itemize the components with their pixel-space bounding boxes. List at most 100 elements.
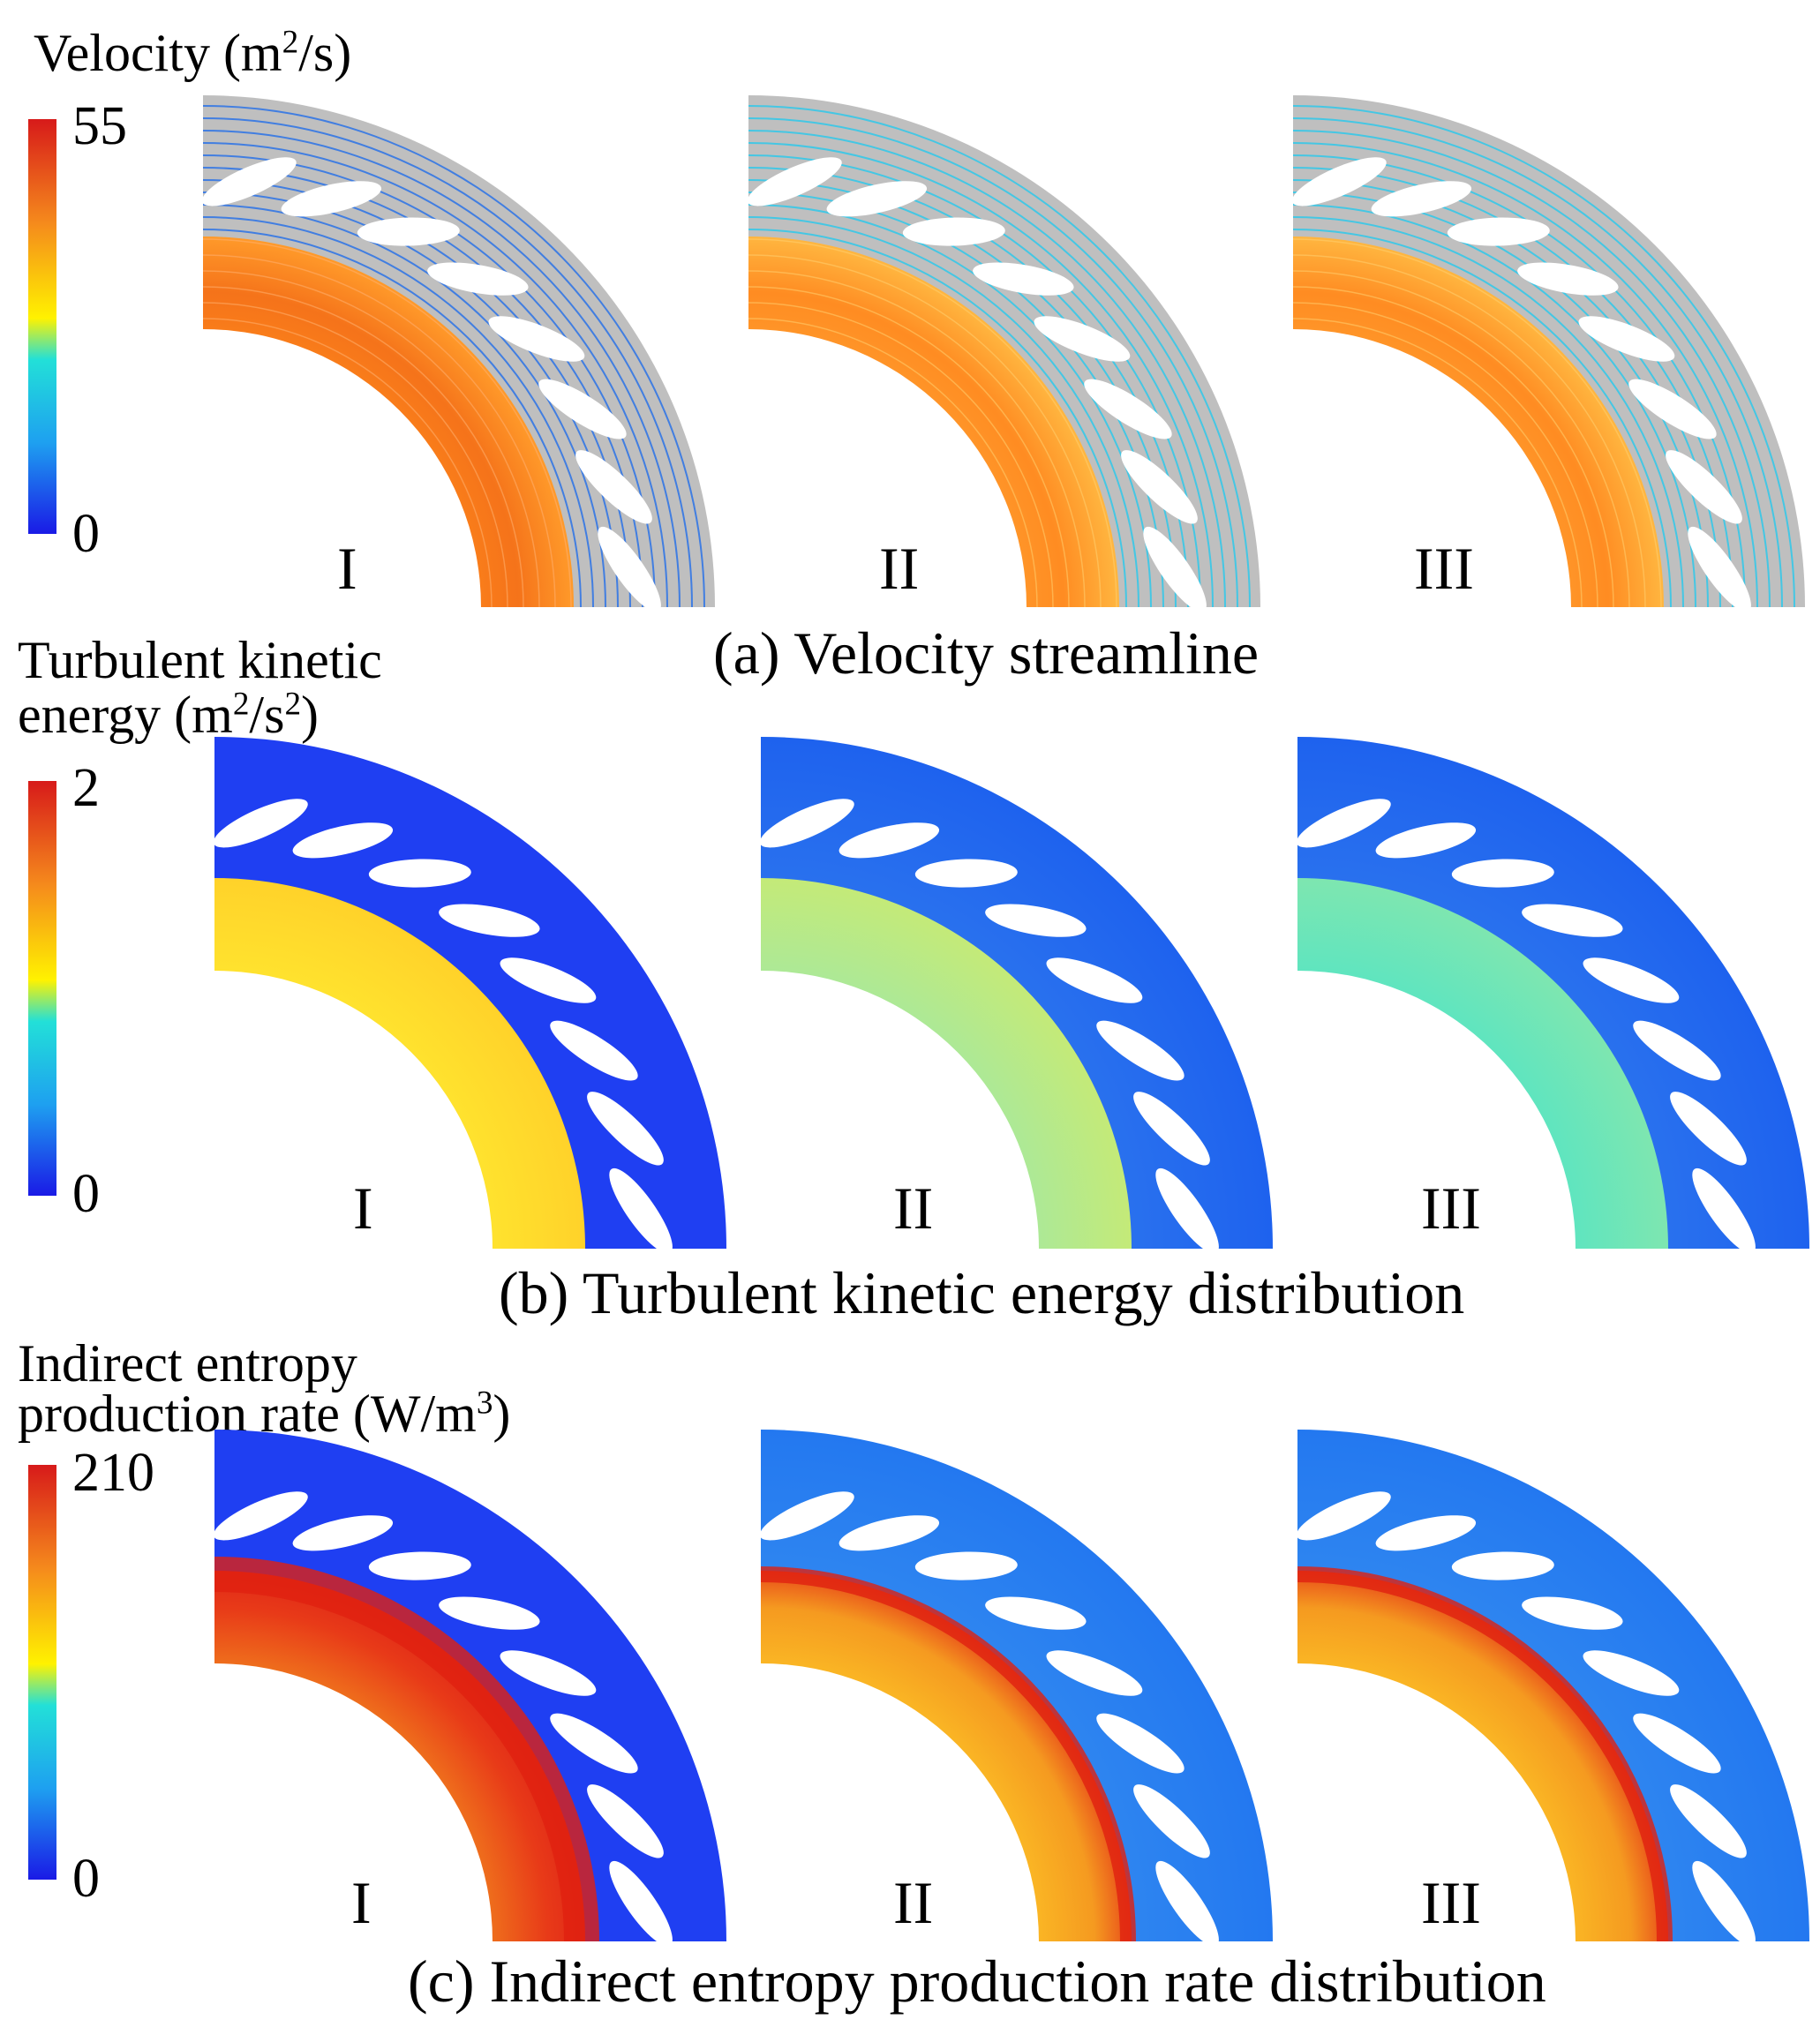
streamline (202, 302, 508, 608)
guide-vane (368, 1551, 471, 1580)
streamline (1292, 270, 1630, 608)
flow-ring (203, 236, 574, 607)
streamline (748, 302, 1054, 608)
vane-ring (748, 95, 1260, 607)
streamline (202, 130, 681, 608)
guide-vane (1628, 379, 1717, 439)
tke-min-label: 0 (72, 1164, 100, 1224)
streamline (748, 254, 1102, 608)
streamline (748, 318, 1038, 608)
guide-vane (427, 262, 529, 296)
vane-ring (1293, 95, 1805, 607)
guide-vane (292, 1515, 394, 1551)
guide-vane (826, 181, 928, 217)
guide-vane (1522, 1596, 1623, 1630)
guide-vane (914, 859, 1018, 888)
guide-vane (1096, 1713, 1185, 1774)
streamline (202, 318, 493, 608)
streamline (748, 105, 1251, 608)
hot-band (1297, 1566, 1673, 1942)
tke-unit-text: energy (m (18, 686, 233, 744)
streamline (748, 130, 1226, 608)
tke-panel-III-label: III (1421, 1175, 1481, 1242)
guide-vane (1692, 1167, 1756, 1254)
guide-vane (281, 181, 382, 217)
tke-colorbar-title-line2: energy (m2/s2) (18, 686, 320, 744)
streamline (1292, 130, 1771, 608)
entropy-unit-sup: 3 (476, 1385, 493, 1422)
tke-colorbar (28, 781, 56, 1196)
streamline (1292, 286, 1614, 608)
streamline (748, 270, 1086, 608)
streamline (202, 117, 693, 608)
streamline (1292, 142, 1758, 608)
tke-panel-II (759, 737, 1273, 1254)
guide-vane (902, 217, 1005, 246)
guide-vane (1451, 859, 1554, 888)
velocity-unit-tail: /s) (298, 24, 352, 82)
streamline (1292, 105, 1795, 608)
entropy-panel-II (759, 1430, 1273, 1947)
guide-vane (1096, 1020, 1185, 1081)
velocity-panel-II (747, 95, 1260, 612)
tke-max-label: 2 (72, 758, 100, 818)
flow-ring (761, 1571, 1132, 1941)
vane-ring (214, 1430, 726, 1941)
velocity-panel-I-label: I (337, 535, 357, 602)
streamline (202, 229, 582, 608)
streamline (202, 216, 594, 608)
vane-ring (203, 95, 715, 607)
flow-ring (748, 236, 1119, 607)
guide-vane (1692, 1860, 1756, 1947)
guide-vane (1046, 957, 1143, 1003)
hot-band (760, 1566, 1136, 1942)
guide-vane (1133, 1784, 1210, 1858)
velocity-panel-III (1291, 95, 1805, 612)
guide-vane (488, 316, 585, 362)
entropy-caption: (c) Indirect entropy production rate dis… (408, 1948, 1546, 2015)
guide-vane (1121, 450, 1198, 524)
guide-vane (1375, 1515, 1477, 1551)
streamline (748, 216, 1139, 608)
guide-vane (1143, 526, 1207, 612)
streamline (748, 142, 1214, 608)
flow-ring (761, 878, 1132, 1249)
entropy-panel-I-label: I (351, 1869, 372, 1936)
guide-vane (201, 157, 297, 206)
guide-vane (747, 157, 842, 206)
guide-vane (1046, 1650, 1143, 1696)
velocity-unit-sup: 2 (282, 24, 299, 61)
guide-vane (500, 957, 597, 1003)
guide-vane (575, 450, 652, 524)
streamline (202, 270, 540, 608)
streamline (202, 238, 572, 608)
guide-vane (609, 1167, 673, 1254)
velocity-colorbar-title: Velocity (m2/s) (34, 26, 351, 79)
guide-vane (759, 799, 854, 848)
guide-vane (439, 1596, 540, 1630)
tke-panel-III (1296, 737, 1809, 1254)
guide-vane (985, 1596, 1087, 1630)
guide-vane (1670, 1784, 1747, 1858)
guide-vane (538, 379, 627, 439)
guide-vane (368, 859, 471, 888)
guide-vane (1583, 1650, 1680, 1696)
guide-vane (1133, 1092, 1210, 1166)
streamline (1292, 117, 1783, 608)
guide-vane (839, 822, 940, 859)
vane-ring (761, 737, 1273, 1249)
tke-panel-I (213, 737, 726, 1254)
tke-unit-tail: ) (301, 686, 320, 744)
guide-vane (1578, 316, 1675, 362)
velocity-unit-text: Velocity (m (34, 24, 282, 82)
guide-vane (1447, 217, 1550, 246)
tke-unit-mid: /s (249, 686, 285, 744)
guide-vane (759, 1491, 854, 1541)
guide-vane (985, 904, 1087, 937)
streamline (1292, 216, 1684, 608)
guide-vane (1155, 1860, 1219, 1947)
guide-vane (1688, 526, 1751, 612)
guide-vane (1296, 1491, 1391, 1541)
streamline (1292, 302, 1598, 608)
tke-colorbar-title-line1: Turbulent kinetic (18, 631, 382, 689)
